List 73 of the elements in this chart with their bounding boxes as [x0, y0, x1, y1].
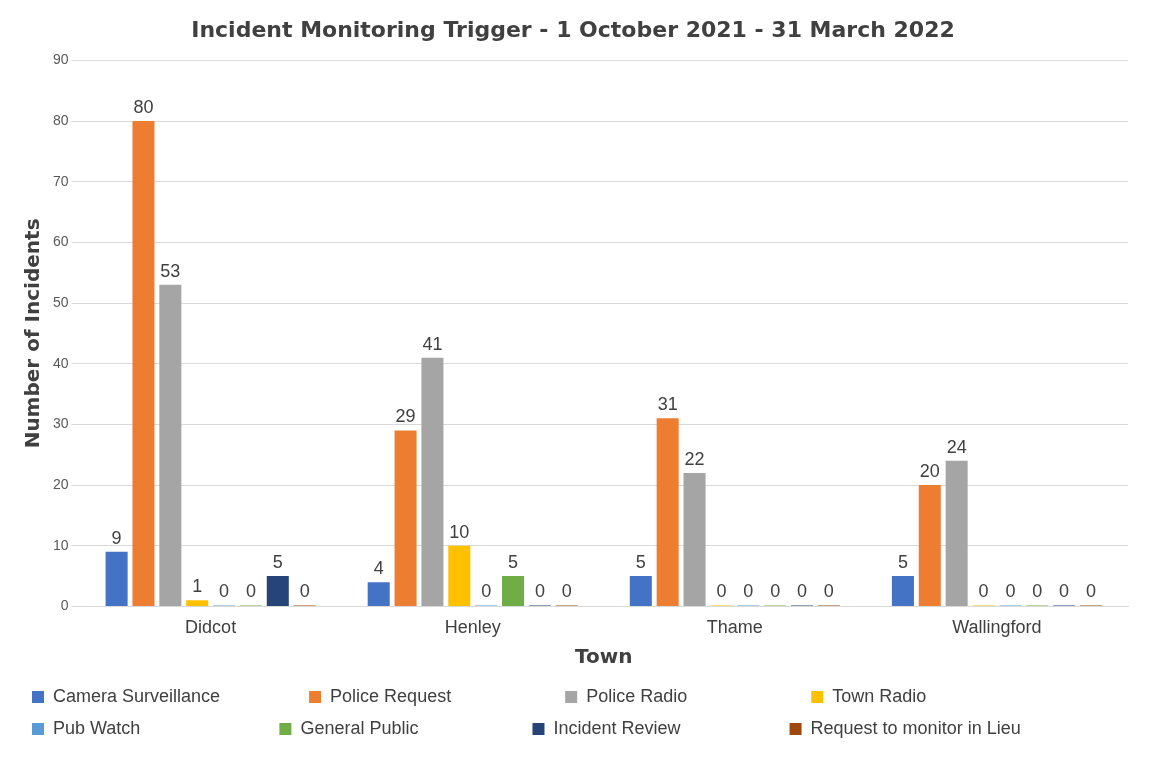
legend-label: Police Request — [330, 685, 552, 706]
y-axis-title: Number of Incidents — [20, 218, 45, 449]
bar — [132, 121, 155, 606]
data-label: 5 — [508, 552, 519, 573]
bar — [186, 600, 209, 606]
bar — [448, 545, 471, 606]
bar — [683, 472, 706, 606]
legend-label: General Public — [300, 717, 519, 738]
legend-label: Town Radio — [832, 685, 1047, 706]
bar — [502, 576, 525, 606]
y-tick-label: 50 — [52, 293, 69, 310]
data-label: 5 — [897, 552, 908, 573]
data-label: 10 — [449, 521, 470, 542]
data-label: 0 — [716, 581, 727, 602]
bar — [891, 576, 914, 606]
x-tick-label: Henley — [444, 617, 501, 638]
bar — [266, 576, 289, 606]
y-tick-label: 40 — [52, 354, 69, 371]
data-label: 0 — [1085, 581, 1096, 602]
x-tick-label: Thame — [706, 617, 763, 638]
data-label: 4 — [373, 558, 384, 579]
x-tick-label: Didcot — [185, 617, 237, 638]
y-tick-label: 0 — [60, 597, 69, 614]
data-label: 0 — [770, 581, 781, 602]
data-label: 1 — [192, 576, 203, 597]
y-tick-label: 10 — [52, 536, 69, 553]
x-tick-label: Wallingford — [952, 617, 1042, 638]
data-label: 0 — [219, 581, 230, 602]
data-label: 0 — [299, 581, 310, 602]
x-axis-title: Town — [575, 644, 633, 669]
data-label: 0 — [978, 581, 989, 602]
chart-title: Incident Monitoring Trigger - 1 October 2021 - 31 March 2022 — [191, 16, 955, 42]
data-label: 41 — [422, 333, 443, 354]
data-label: 0 — [797, 581, 808, 602]
bar — [105, 551, 128, 606]
bar — [629, 576, 652, 606]
bar — [394, 430, 417, 606]
y-tick-label: 90 — [52, 51, 69, 68]
y-tick-label: 60 — [52, 233, 69, 250]
data-label: 29 — [395, 406, 416, 427]
bar — [918, 485, 941, 606]
data-label: 0 — [534, 581, 545, 602]
bar — [945, 460, 968, 606]
legend-label: Police Radio — [586, 685, 798, 706]
legend-label: Camera Surveillance — [53, 685, 296, 706]
data-label: 0 — [245, 581, 256, 602]
y-tick-label: 80 — [52, 111, 69, 128]
data-label: 22 — [684, 448, 705, 469]
data-label: 0 — [1005, 581, 1016, 602]
data-label: 20 — [919, 461, 940, 482]
legend-label: Pub Watch — [53, 717, 266, 738]
legend-label: Incident Review — [553, 717, 776, 738]
data-label: 0 — [823, 581, 834, 602]
y-tick-label: 20 — [52, 475, 69, 492]
legend-label: Request to monitor in Lieu — [810, 717, 1061, 738]
data-label: 80 — [133, 97, 154, 118]
data-label: 0 — [1059, 581, 1070, 602]
data-label: 24 — [946, 436, 967, 457]
data-label: 5 — [272, 552, 283, 573]
bar — [159, 284, 182, 606]
bar — [656, 418, 679, 606]
data-label: 0 — [1032, 581, 1043, 602]
data-label: 0 — [743, 581, 754, 602]
data-label: 0 — [561, 581, 572, 602]
data-label: 5 — [635, 552, 646, 573]
bar — [367, 582, 390, 606]
data-label: 53 — [160, 260, 181, 281]
data-label: 31 — [657, 394, 678, 415]
y-tick-label: 70 — [52, 172, 69, 189]
y-tick-label: 30 — [52, 415, 69, 432]
bar — [421, 357, 444, 606]
data-label: 9 — [111, 527, 122, 548]
data-label: 0 — [481, 581, 492, 602]
